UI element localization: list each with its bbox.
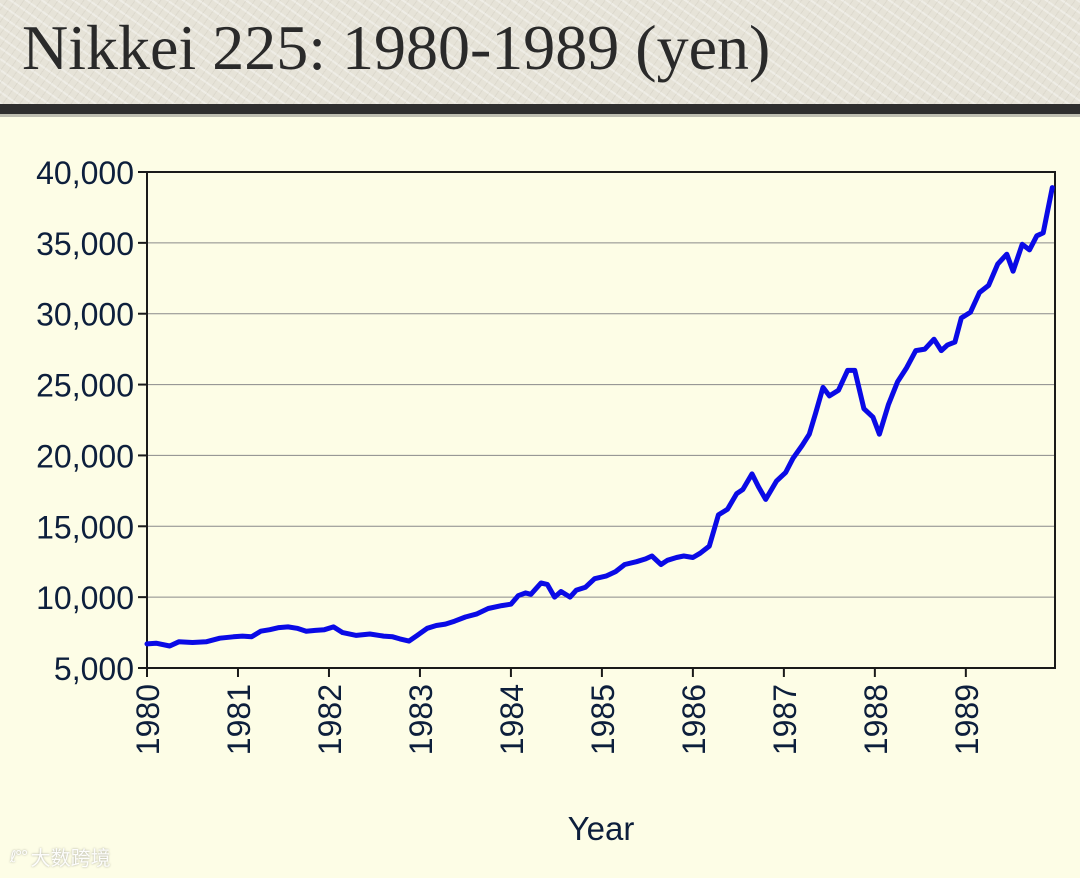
title-rule-shadow xyxy=(0,114,1080,117)
y-tick-label: 15,000 xyxy=(36,509,134,545)
series-line xyxy=(144,185,1055,649)
y-tick-label: 10,000 xyxy=(36,580,134,616)
series-layer xyxy=(144,185,1055,649)
x-tick-label: 1980 xyxy=(130,684,166,755)
x-tick-label: 1982 xyxy=(312,684,348,755)
slide-header: Nikkei 225: 1980-1989 (yen) xyxy=(0,0,1080,104)
x-tick-label: 1986 xyxy=(676,684,712,755)
plot-area xyxy=(146,171,1056,669)
slide-title: Nikkei 225: 1980-1989 (yen) xyxy=(22,12,771,83)
x-axis-ticks: 1980 1981 1982 1983 1984 1985 1986 1987 1988 1989 xyxy=(130,668,985,755)
x-tick-label: 1988 xyxy=(858,684,894,755)
x-tick-label: 1987 xyxy=(767,684,803,755)
y-tick-label: 30,000 xyxy=(36,297,134,333)
x-tick-label: 1981 xyxy=(221,684,257,755)
title-rule xyxy=(0,104,1080,114)
grid-lines xyxy=(147,242,1055,598)
x-tick-label: 1985 xyxy=(585,684,621,755)
y-tick-label: 20,000 xyxy=(36,438,134,474)
x-tick-label: 1983 xyxy=(403,684,439,755)
watermark: ℓ°° 大数跨境 xyxy=(10,842,111,871)
x-tick-label: 1984 xyxy=(494,684,530,755)
y-tick-label: 40,000 xyxy=(36,155,134,191)
y-tick-label: 35,000 xyxy=(36,226,134,262)
watermark-logo-icon: ℓ°° xyxy=(10,847,29,866)
y-tick-label: 5,000 xyxy=(54,651,134,687)
y-tick-label: 25,000 xyxy=(36,368,134,404)
watermark-text: 大数跨境 xyxy=(30,846,111,870)
x-tick-label: 1989 xyxy=(949,684,985,755)
x-axis-title: Year xyxy=(568,810,635,847)
y-axis-ticks: 5,000 10,000 15,000 20,000 25,000 30,000 35,00… xyxy=(36,155,147,687)
